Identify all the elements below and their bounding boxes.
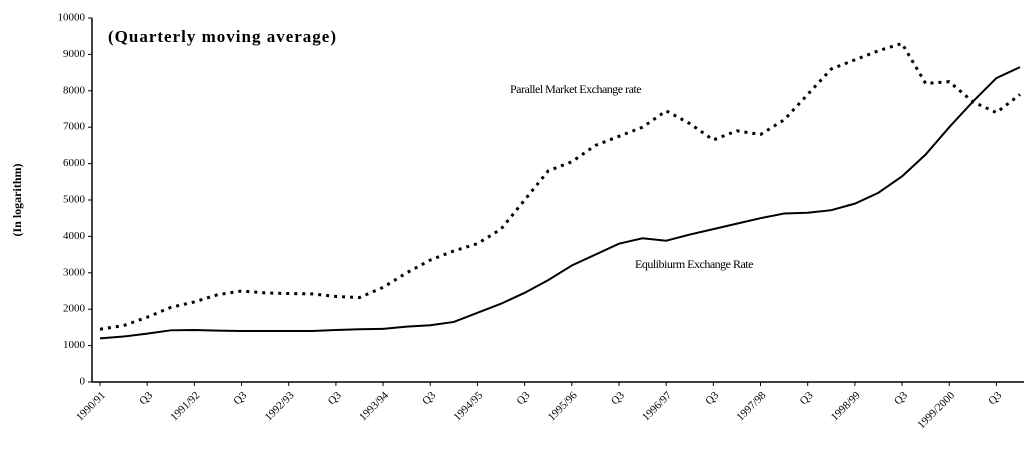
x-tick-label: 1990/91 [74,389,108,423]
x-tick-label: 1994/95 [451,389,485,423]
y-tick-label: 3000 [63,266,86,278]
series-label: Parallel Market Exchange rate [510,82,641,96]
y-tick-label: 8000 [63,84,86,96]
x-tick-label: Q3 [515,389,533,407]
y-tick-label: 10000 [58,12,86,24]
x-tick-label: 1995/96 [546,389,580,423]
x-tick-label: Q3 [986,389,1004,407]
x-tick-label: 1991/92 [168,389,202,423]
x-tick-label: Q3 [892,389,910,407]
y-tick-label: 5000 [63,194,86,206]
x-tick-label: Q3 [798,389,816,407]
x-tick-label: Q3 [703,389,721,407]
x-tick-label: Q3 [420,389,438,407]
series-line [99,66,1021,340]
x-tick-label: 1997/98 [734,389,768,423]
x-tick-label: 1993/94 [357,389,391,423]
y-tick-label: 4000 [63,230,86,242]
x-tick-label: 1996/97 [640,389,674,423]
y-axis-label: (In logarithm) [10,164,24,237]
y-tick-label: 2000 [63,303,86,315]
x-tick-label: Q3 [326,389,344,407]
y-tick-label: 9000 [63,48,86,60]
x-tick-label: 1999/2000 [915,389,957,431]
chart-title: (Quarterly moving average) [108,27,337,46]
y-tick-label: 1000 [63,339,86,351]
x-tick-label: 1998/99 [829,389,863,423]
series-label: Equlibiurm Exchange Rate [635,257,753,271]
x-tick-label: Q3 [137,389,155,407]
x-tick-label: Q3 [231,389,249,407]
x-tick-label: Q3 [609,389,627,407]
y-tick-label: 6000 [63,157,86,169]
y-tick-label: 7000 [63,121,86,133]
x-tick-label: 1992/93 [263,389,297,423]
y-tick-label: 0 [80,376,86,388]
